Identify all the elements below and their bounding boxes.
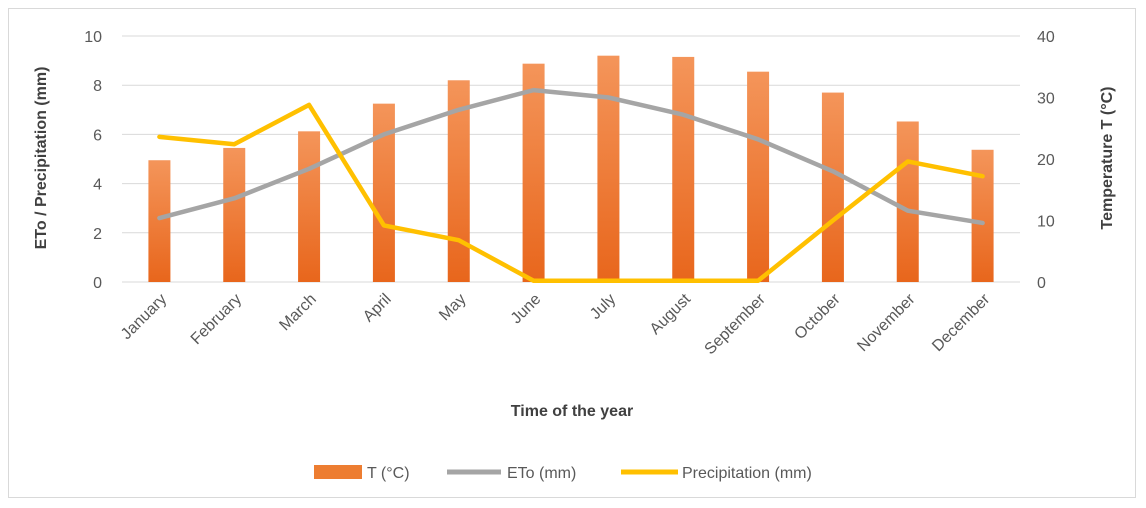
temperature-bar xyxy=(672,56,695,282)
temperature-bars xyxy=(148,55,994,283)
category-label: May xyxy=(436,291,469,324)
category-label: April xyxy=(360,291,395,326)
legend-label-temperature: T (°C) xyxy=(367,465,410,482)
right-tick-label: 40 xyxy=(1037,29,1055,46)
category-label: August xyxy=(647,290,695,338)
legend-swatch-temperature xyxy=(314,465,362,479)
temperature-bar xyxy=(896,121,919,282)
left-axis-ticks: 0 2 4 6 8 10 xyxy=(84,29,102,292)
left-tick-label: 4 xyxy=(93,177,102,194)
left-tick-label: 2 xyxy=(93,226,102,243)
legend-label-eto: ETo (mm) xyxy=(507,465,576,482)
category-label: March xyxy=(276,291,319,334)
category-label: June xyxy=(508,291,545,328)
eto-line xyxy=(157,87,985,226)
category-label: November xyxy=(854,290,919,355)
temperature-bar xyxy=(821,92,844,282)
temperature-bar xyxy=(747,71,770,282)
legend-label-precipitation: Precipitation (mm) xyxy=(682,465,812,482)
left-tick-label: 8 xyxy=(93,78,102,95)
right-tick-label: 30 xyxy=(1037,91,1055,108)
temperature-bar xyxy=(447,80,470,282)
temperature-bar xyxy=(298,131,321,282)
temperature-bar xyxy=(148,160,171,282)
temperature-bar xyxy=(372,103,395,283)
right-axis-title: Temperature T (°C) xyxy=(1099,86,1116,229)
left-tick-label: 10 xyxy=(84,29,102,46)
category-label: September xyxy=(702,290,770,358)
category-label: October xyxy=(791,290,844,343)
left-tick-label: 0 xyxy=(93,275,102,292)
left-tick-label: 6 xyxy=(93,127,102,144)
category-label: February xyxy=(188,291,245,348)
category-label: December xyxy=(929,290,994,355)
left-axis-title: ETo / Precipitation (mm) xyxy=(33,67,50,250)
x-axis-ticks: January February March April May June July Augu… xyxy=(118,290,994,358)
temperature-bar xyxy=(522,63,545,282)
category-label: January xyxy=(118,291,170,343)
category-label: July xyxy=(587,291,619,323)
temperature-bar xyxy=(223,147,246,282)
gridlines xyxy=(122,35,1020,283)
temperature-bar xyxy=(971,149,994,282)
line-series xyxy=(157,87,985,284)
right-tick-label: 10 xyxy=(1037,214,1055,231)
temperature-bar xyxy=(597,55,620,283)
precipitation-line xyxy=(157,102,985,284)
right-tick-label: 0 xyxy=(1037,275,1046,292)
legend: T (°C) ETo (mm) Precipitation (mm) xyxy=(314,465,812,482)
chart-frame xyxy=(8,8,1136,498)
right-axis-ticks: 0 10 20 30 40 xyxy=(1037,29,1055,292)
x-axis-title: Time of the year xyxy=(511,403,633,420)
right-tick-label: 20 xyxy=(1037,152,1055,169)
